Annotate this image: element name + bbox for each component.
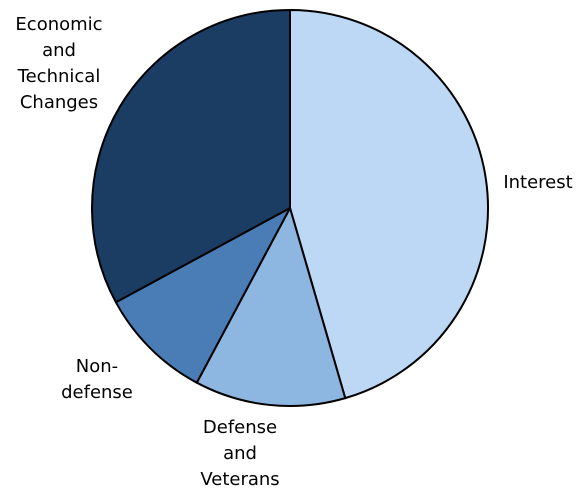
slice-label-line: Veterans: [200, 469, 279, 490]
slice-label-line: Technical: [17, 66, 101, 87]
slice-label-line: defense: [61, 382, 133, 403]
slice-label-economic-and-technical-changes: Economic and Technical Changes: [15, 14, 102, 113]
slice-label-defense-and-veterans: Defense and Veterans: [200, 417, 279, 490]
pie-slice-interest: [289, 9, 490, 400]
pie-slices: [91, 9, 490, 407]
slice-label-interest: Interest: [503, 172, 572, 193]
slice-label-non-defense: Non-defense: [61, 356, 133, 403]
pie-labels: Interest Defense and Veterans Non-defense Eco…: [15, 14, 572, 490]
slice-label-line: and: [223, 443, 257, 464]
pie-slice-defense-and-veterans: [195, 207, 347, 407]
slice-label-line: Economic: [15, 14, 102, 35]
slice-label-line: Non-: [76, 356, 118, 377]
slice-label-line: and: [42, 40, 76, 61]
pie-slice-economic-and-technical-changes: [91, 9, 291, 304]
slice-label-line: Defense: [203, 417, 277, 438]
slice-label-line: Interest: [503, 172, 572, 193]
slice-label-line: Changes: [20, 92, 98, 113]
pie-slice-non-defense: [114, 207, 291, 384]
